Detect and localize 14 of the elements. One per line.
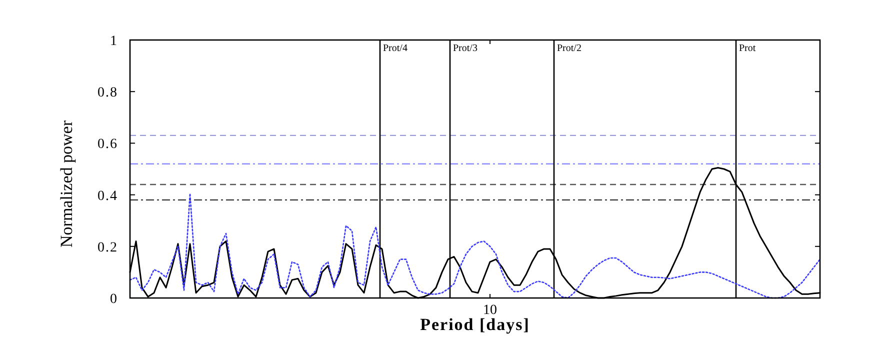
- x-axis-title: Period [days]: [420, 315, 530, 334]
- y-tick-label: 0.2: [98, 240, 118, 256]
- line-series: [129, 192, 821, 299]
- annotation: Prot/2: [557, 43, 582, 54]
- y-tick-label: 0: [110, 292, 118, 307]
- y-tick-label: 0.8: [98, 86, 118, 101]
- y-tick-label: 0.4: [98, 188, 118, 204]
- y-axis-title: Normalized power: [57, 120, 76, 248]
- y-tick-label: 0.6: [98, 137, 118, 152]
- annotation: Prot/3: [453, 43, 478, 54]
- annotation: Prot: [739, 43, 756, 54]
- annotation: Prot/4: [383, 43, 408, 54]
- x-tick-label: 10: [483, 303, 497, 318]
- y-tick-label: 1: [110, 34, 118, 49]
